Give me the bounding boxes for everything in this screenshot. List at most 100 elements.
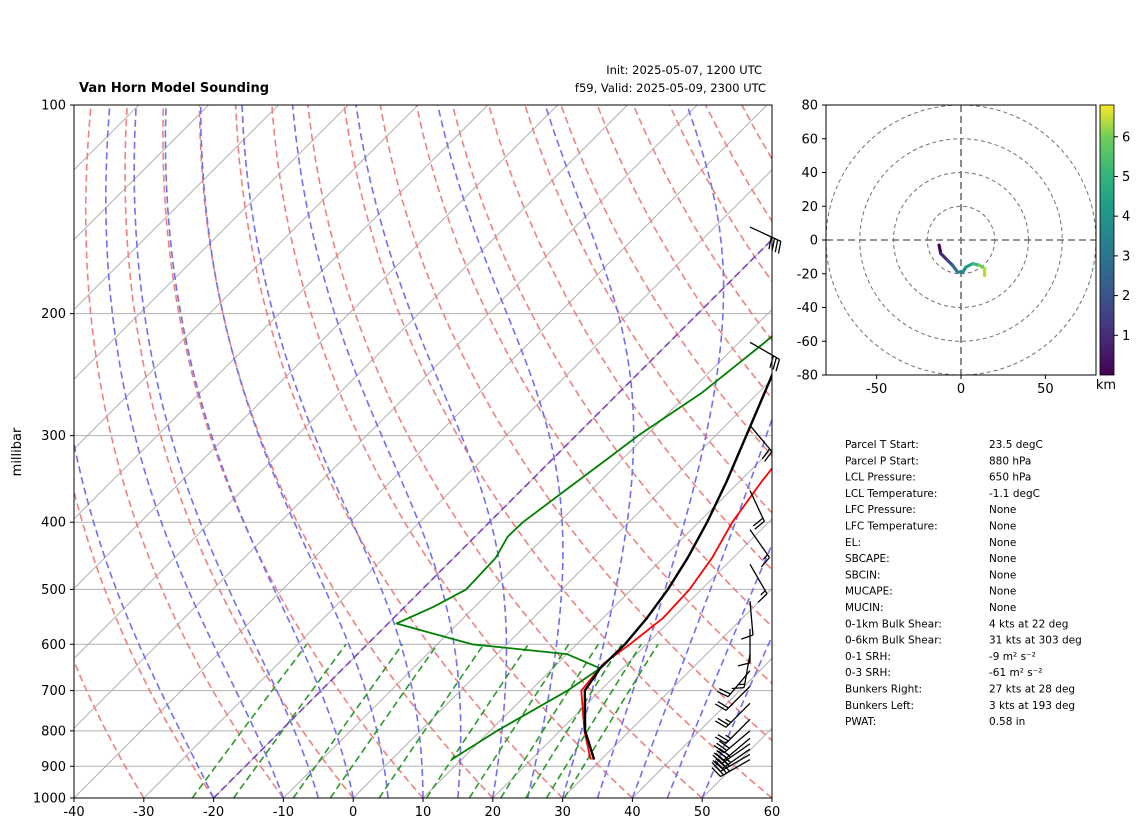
wind-barb	[715, 702, 751, 728]
colorbar-tick-label: 2	[1122, 289, 1130, 304]
moist-adiabat	[164, 105, 354, 798]
param-label: LFC Temperature:	[845, 521, 938, 533]
hodo-y-tick-label: -40	[797, 301, 818, 316]
hodo-x-tick-label: -50	[866, 382, 887, 397]
dry-adiabat	[524, 105, 772, 515]
param-label: Parcel T Start:	[845, 439, 919, 451]
parameter-table: Parcel T Start: 23.5 degC Parcel P Start: 8…	[845, 439, 1082, 728]
x-tick-label: 10	[415, 805, 432, 820]
dry-adiabat	[778, 105, 1142, 798]
moist-adiabat	[104, 105, 285, 798]
isotherm	[422, 448, 772, 798]
x-tick-label: -30	[133, 805, 154, 820]
moist-adiabat	[199, 105, 389, 798]
y-tick-label: 200	[41, 307, 66, 322]
param-value: 0.58 in	[989, 716, 1025, 728]
isotherm	[352, 378, 772, 798]
wind-barb	[713, 737, 751, 761]
x-tick-label: 40	[624, 805, 641, 820]
param-label: MUCAPE:	[845, 586, 893, 598]
valid-time: f59, Valid: 2025-05-09, 2300 UTC	[575, 81, 766, 95]
x-tick-label: 30	[554, 805, 571, 820]
x-tick-label: -20	[203, 805, 224, 820]
isotherm	[283, 308, 772, 798]
mixing-ratio-line	[525, 643, 623, 798]
param-label: LFC Pressure:	[845, 504, 916, 516]
param-label: Parcel P Start:	[845, 455, 919, 467]
dewpoint-profile	[395, 334, 772, 761]
isotherm	[562, 587, 772, 798]
mixing-ratio-line	[329, 643, 439, 798]
mixing-ratio-line	[378, 643, 485, 798]
mixing-ratio-line	[191, 643, 308, 798]
wind-barb	[749, 529, 771, 568]
x-tick-label: 0	[349, 805, 357, 820]
param-value: 27 kts at 28 deg	[989, 684, 1075, 696]
isotherm	[74, 105, 628, 660]
param-value: None	[989, 504, 1016, 516]
hodo-y-tick-label: -20	[797, 267, 818, 282]
param-label: SBCIN:	[845, 569, 881, 581]
param-label: EL:	[845, 537, 861, 549]
y-tick-label: 500	[41, 583, 66, 598]
dry-adiabat	[560, 105, 772, 458]
isotherm	[74, 105, 419, 450]
hodo-x-tick-label: 0	[957, 382, 965, 397]
hodo-y-tick-label: 40	[801, 166, 818, 181]
param-value: None	[989, 553, 1016, 565]
param-label: 0-1 SRH:	[845, 651, 891, 663]
y-tick-label: 900	[41, 760, 66, 775]
wind-barb	[749, 490, 765, 530]
isotherm	[74, 105, 489, 520]
param-value: -1.1 degC	[989, 488, 1040, 500]
param-label: Bunkers Right:	[845, 684, 922, 696]
wind-barb	[749, 425, 773, 462]
x-tick-label: 50	[694, 805, 711, 820]
mixing-ratio-line	[500, 643, 599, 798]
param-value: -9 m² s⁻²	[989, 651, 1036, 663]
hodo-y-tick-label: 20	[801, 200, 818, 215]
isotherm	[632, 657, 772, 798]
colorbar-label: km	[1096, 378, 1116, 393]
skewt-profiles	[395, 334, 772, 761]
dry-adiabat	[343, 105, 772, 798]
chart-title: Van Horn Model Sounding	[79, 81, 269, 96]
dry-adiabat	[124, 105, 354, 798]
wind-barb	[715, 685, 751, 711]
y-tick-label: 100	[41, 99, 66, 114]
isotherm	[771, 797, 772, 798]
wind-barb	[715, 718, 751, 744]
param-label: MUCIN:	[845, 602, 884, 614]
isotherm	[74, 105, 768, 798]
dry-adiabat	[487, 105, 772, 571]
wind-barb	[713, 730, 751, 754]
colorbar-tick-label: 1	[1122, 329, 1130, 344]
mixing-ratio-line	[545, 643, 642, 798]
param-value: -61 m² s⁻²	[989, 667, 1042, 679]
y-tick-label: 1000	[33, 792, 66, 807]
y-tick-label: 800	[41, 724, 66, 739]
skewt-background-lines	[74, 105, 1142, 798]
colorbar-tick-label: 6	[1122, 130, 1130, 145]
colorbar-ticks: 1 2 3 4 5 6	[1114, 130, 1130, 344]
hodo-y-tick-label: -60	[797, 335, 818, 350]
param-label: LCL Temperature:	[845, 488, 937, 500]
height-colorbar	[1099, 104, 1115, 376]
skewt-axes: -40 -30 -20 -10 0 10 20 30 40 50 60 1000 900 800 700 60…	[33, 99, 780, 821]
hodo-y-tick-label: 60	[801, 132, 818, 147]
moist-adiabat	[291, 105, 462, 798]
dry-adiabat	[307, 105, 703, 798]
dry-adiabat	[271, 105, 633, 798]
param-value: 3 kts at 193 deg	[989, 700, 1075, 712]
param-value: None	[989, 602, 1016, 614]
param-value: None	[989, 537, 1016, 549]
param-label: LCL Pressure:	[845, 472, 916, 484]
hodograph-grid	[826, 105, 1096, 375]
wind-barb	[731, 654, 751, 690]
param-label: 0-3 SRH:	[845, 667, 891, 679]
mixing-ratio-line	[292, 643, 404, 798]
param-label: 0-1km Bulk Shear:	[845, 618, 942, 630]
colorbar-tick-label: 3	[1122, 249, 1130, 264]
param-value: 880 hPa	[989, 455, 1031, 467]
